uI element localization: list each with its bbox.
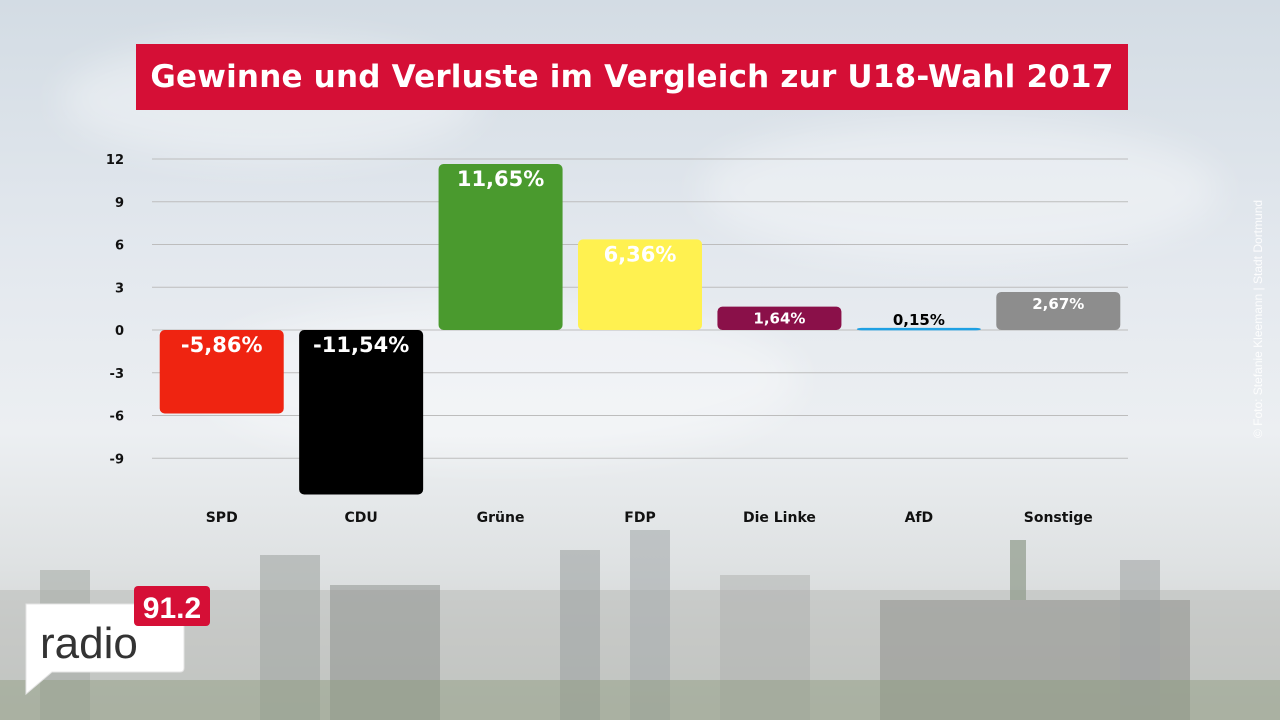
data-label: 0,15%	[893, 311, 945, 329]
data-label: 6,36%	[604, 242, 677, 266]
radio-912-logo: radio 91.2	[25, 586, 210, 696]
bar-grüne	[438, 163, 563, 330]
data-label: 2,67%	[1032, 295, 1084, 313]
y-tick-label: 12	[106, 153, 124, 168]
y-tick-label: -3	[110, 367, 124, 382]
category-label: FDP	[624, 510, 655, 526]
cloud	[700, 120, 1220, 260]
bar-spd	[159, 330, 284, 414]
category-label: CDU	[345, 510, 378, 526]
category-label: SPD	[206, 510, 238, 526]
y-tick-label: 6	[115, 239, 124, 254]
category-label: Die Linke	[743, 510, 816, 526]
data-label: -11,54%	[313, 333, 409, 357]
category-label: AfD	[905, 510, 934, 526]
category-label: Sonstige	[1024, 510, 1093, 526]
data-label: 1,64%	[753, 310, 805, 328]
svg-text:radio: radio	[40, 619, 138, 668]
y-tick-label: 0	[115, 324, 124, 339]
y-tick-label: -9	[110, 452, 124, 467]
photo-credit: © Foto: Stefanie Kleemann | Stadt Dortmu…	[1251, 199, 1265, 439]
y-tick-label: -6	[110, 410, 124, 425]
chart-title-banner: Gewinne und Verluste im Vergleich zur U1…	[136, 44, 1128, 110]
y-tick-label: 3	[115, 281, 124, 296]
data-label: 11,65%	[457, 167, 544, 191]
bar-sonstige	[996, 291, 1121, 330]
bar-die-linke	[717, 306, 842, 330]
svg-text:91.2: 91.2	[143, 592, 201, 625]
bar-afd	[856, 327, 981, 331]
category-label: Grüne	[477, 510, 525, 526]
data-label: -5,86%	[181, 333, 263, 357]
chart-title: Gewinne und Verluste im Vergleich zur U1…	[150, 59, 1114, 95]
bar-fdp	[578, 239, 702, 330]
bar-cdu	[299, 330, 424, 495]
y-tick-label: 9	[115, 196, 124, 211]
